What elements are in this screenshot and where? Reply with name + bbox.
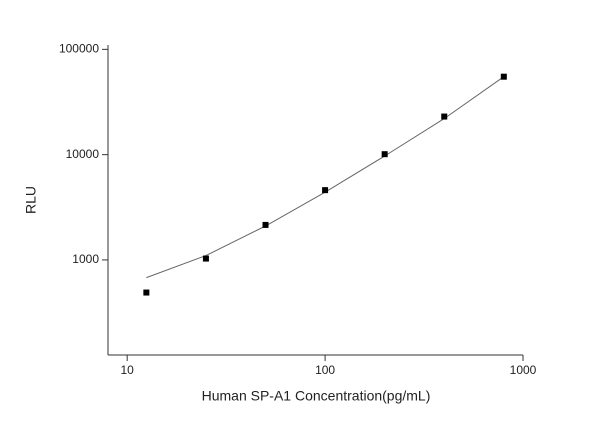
- y-tick-label: 100000: [59, 42, 99, 56]
- x-tick-label: 100: [315, 363, 335, 377]
- data-point: [322, 187, 329, 194]
- y-axis-title: RLU: [23, 186, 39, 214]
- data-point: [262, 221, 269, 228]
- data-point: [202, 255, 209, 262]
- x-axis-title: Human SP-A1 Concentration(pg/mL): [202, 388, 431, 404]
- data-point: [381, 151, 388, 158]
- y-tick-label: 10000: [66, 147, 100, 161]
- fit-curve: [146, 76, 505, 279]
- y-tick-label: 1000: [72, 252, 99, 266]
- x-tick-label: 1000: [510, 363, 537, 377]
- x-tick-label: 10: [120, 363, 134, 377]
- data-point: [500, 73, 507, 80]
- data-point: [143, 289, 150, 296]
- data-point: [441, 113, 448, 120]
